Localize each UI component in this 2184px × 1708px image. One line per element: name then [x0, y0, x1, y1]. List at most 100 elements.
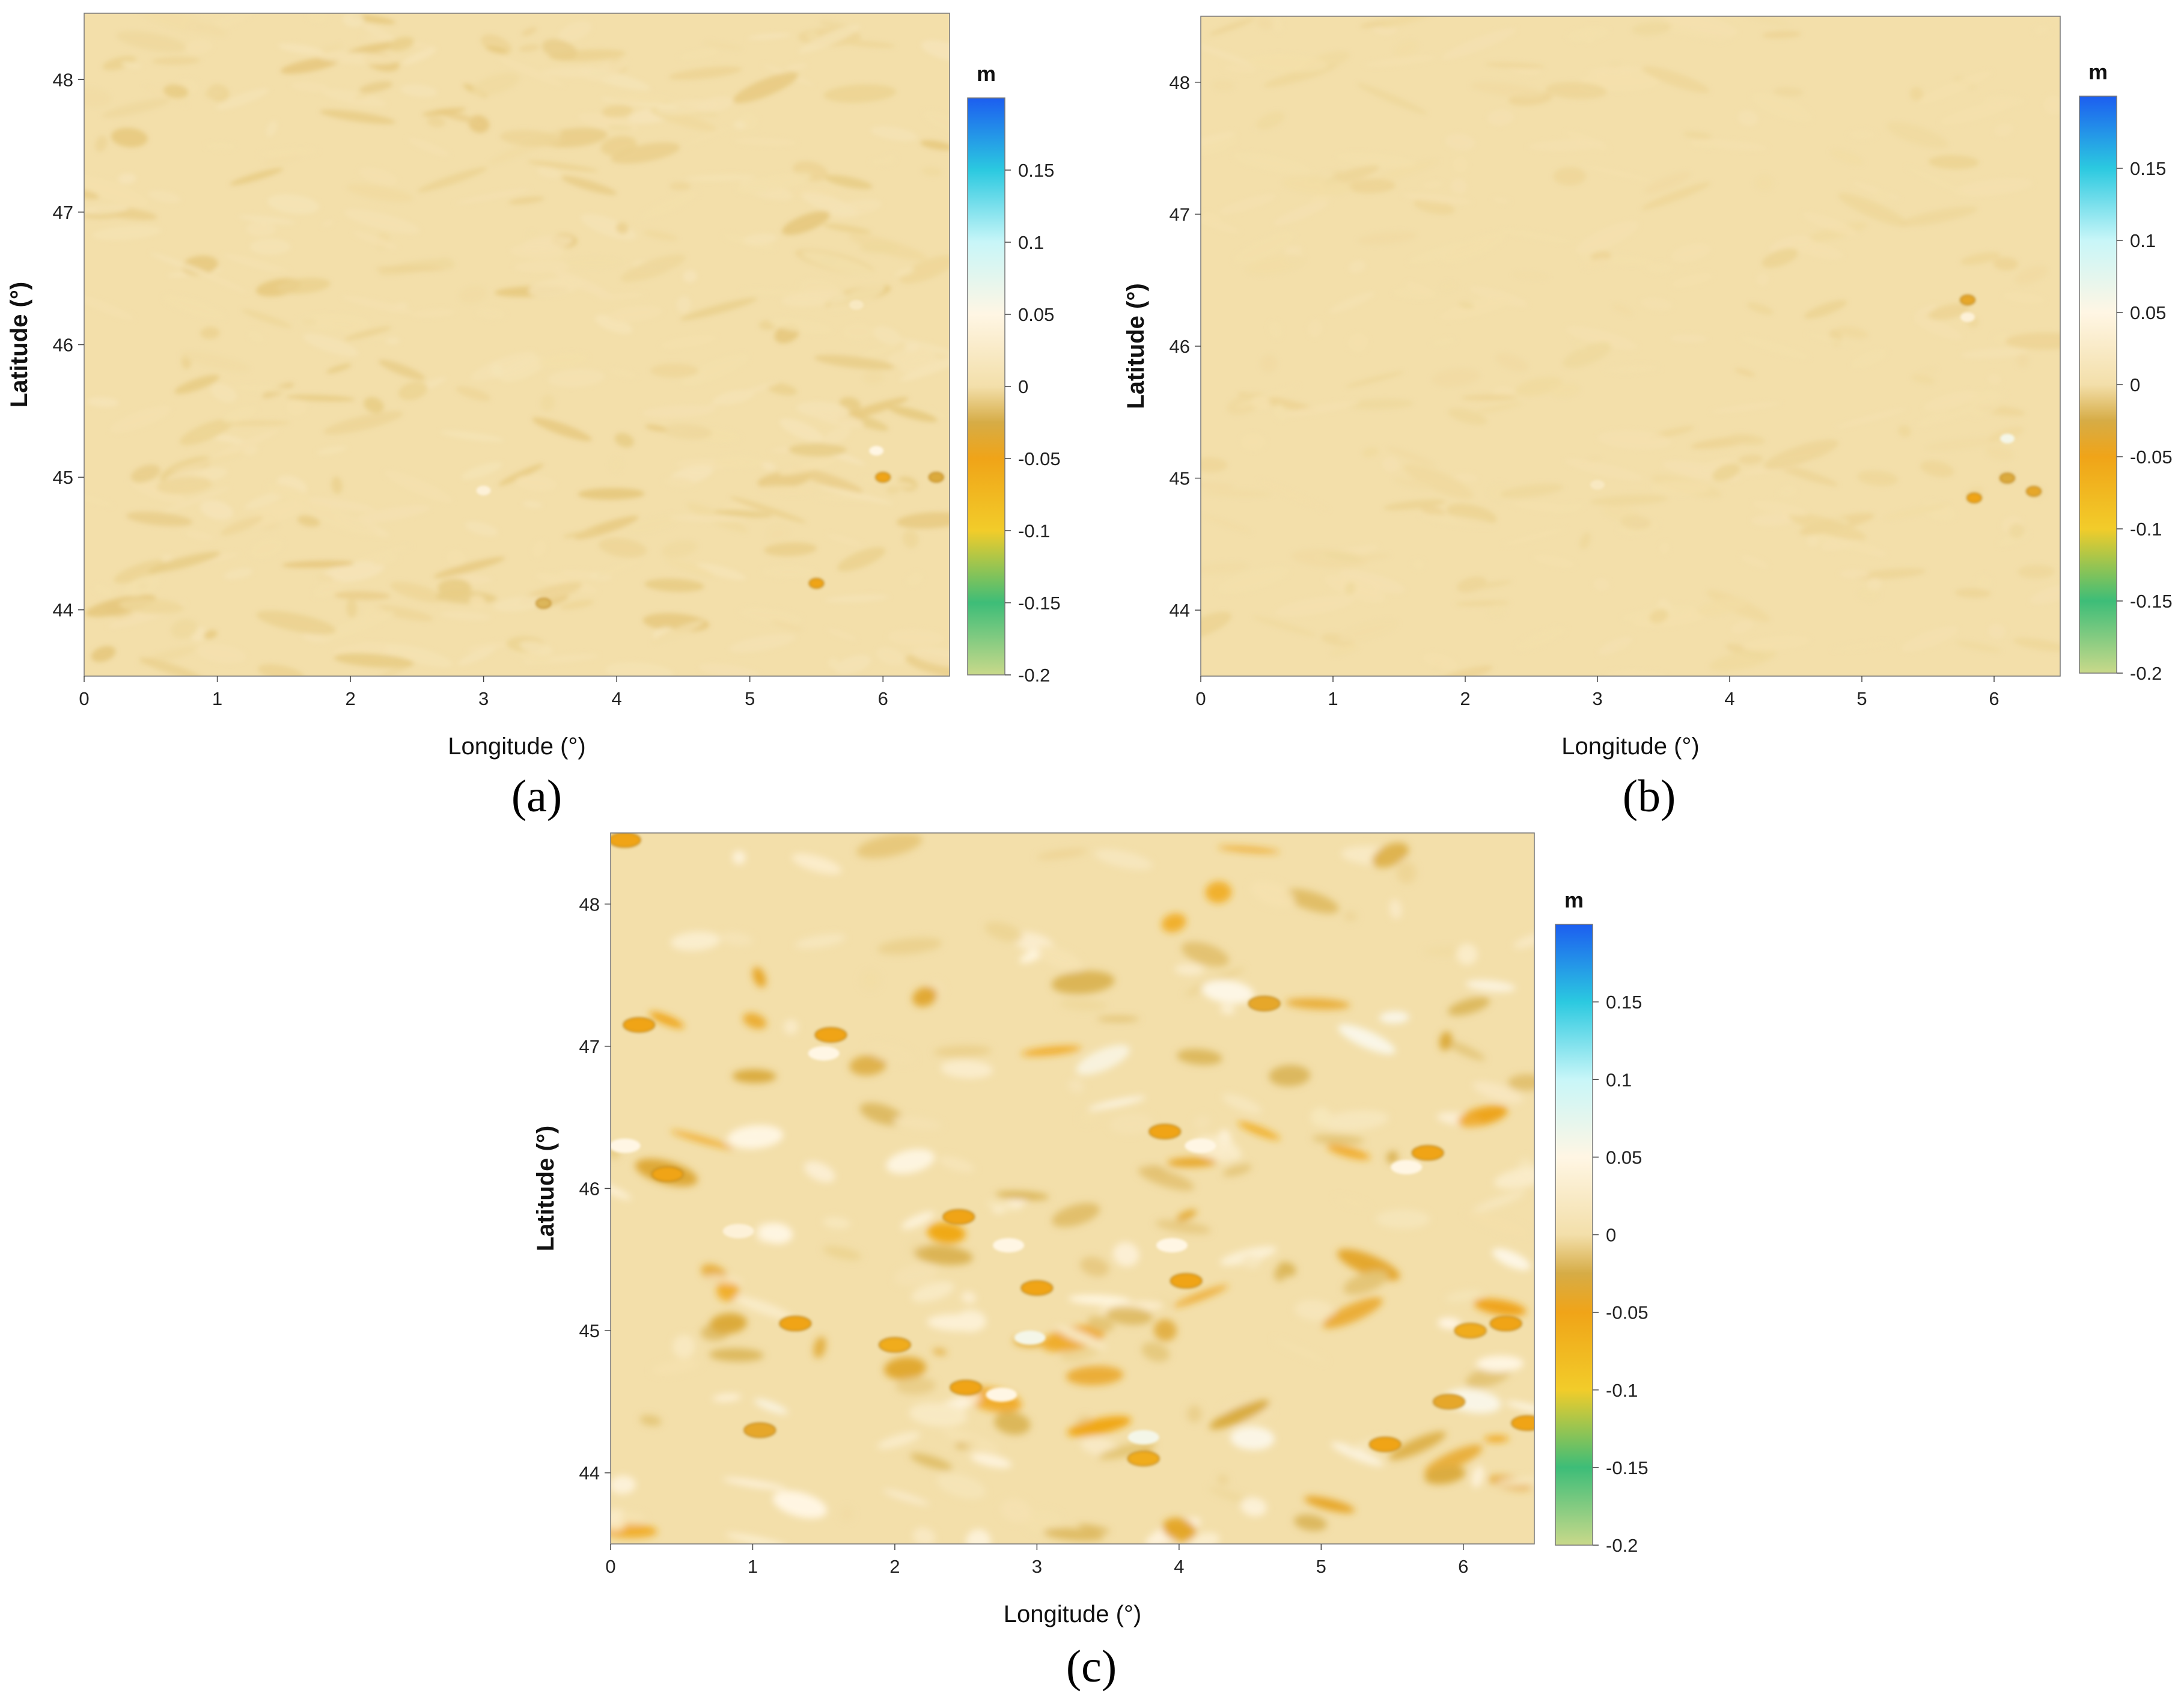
- heatmap-feature: [2000, 433, 2015, 444]
- texture-blob: [390, 582, 445, 603]
- texture-blob: [600, 136, 637, 156]
- texture-blob: [1495, 353, 1528, 372]
- texture-blob: [1188, 1532, 1220, 1544]
- panel-label-a: (a): [511, 771, 563, 822]
- texture-blob: [1832, 642, 1892, 651]
- texture-blob: [1098, 1441, 1156, 1460]
- colorbar-tick-label: -0.2: [1606, 1535, 1638, 1556]
- texture-blob: [884, 1357, 926, 1380]
- texture-blob: [1472, 1191, 1526, 1212]
- texture-blob: [331, 477, 343, 494]
- texture-blob: [994, 1412, 1031, 1435]
- texture-blob: [84, 494, 113, 507]
- texture-blob: [1620, 515, 1652, 530]
- texture-blob: [792, 853, 842, 874]
- texture-blob: [877, 1432, 921, 1449]
- texture-blob: [1201, 42, 1258, 68]
- texture-blob: [1448, 408, 1487, 425]
- texture-blob: [985, 1201, 1022, 1211]
- colorbar-tick-label: -0.2: [2130, 663, 2162, 684]
- texture-blob: [205, 142, 236, 150]
- texture-blob: [1471, 1465, 1484, 1488]
- texture-blob: [1201, 514, 1252, 534]
- texture-blob: [402, 47, 437, 65]
- texture-blob: [1439, 281, 1457, 292]
- texture-blob: [1423, 653, 1458, 670]
- colorbar-tick-label: 0: [1606, 1225, 1616, 1246]
- texture-blob: [313, 580, 344, 598]
- texture-blob: [1382, 457, 1400, 472]
- texture-blob: [206, 429, 279, 463]
- texture-blob: [1928, 303, 1969, 320]
- texture-blob: [1344, 582, 1356, 595]
- texture-blob: [1273, 404, 1287, 421]
- texture-blob: [1670, 334, 1708, 343]
- y-tick-label: 45: [1170, 468, 1190, 489]
- colorbar-tick-label: 0.1: [1018, 232, 1044, 253]
- texture-blob: [1323, 552, 1361, 561]
- texture-blob: [84, 189, 99, 200]
- panel-label-c: (c): [1066, 1641, 1117, 1692]
- texture-blob: [1402, 193, 1472, 204]
- texture-blob: [1914, 304, 1937, 316]
- texture-blob: [814, 355, 895, 370]
- texture-blob: [1499, 483, 1564, 498]
- texture-blob: [761, 565, 817, 579]
- texture-blob: [1987, 373, 2001, 385]
- texture-blob: [823, 427, 851, 445]
- texture-blob: [743, 1013, 767, 1029]
- texture-blob: [823, 223, 871, 234]
- texture-blob: [1335, 153, 1417, 168]
- texture-blob: [532, 417, 592, 441]
- texture-blob: [669, 182, 691, 191]
- texture-blob: [148, 190, 181, 203]
- texture-blob: [233, 385, 297, 392]
- texture-blob: [203, 630, 218, 639]
- texture-blob: [1906, 166, 1970, 197]
- texture-blob: [673, 1335, 695, 1358]
- texture-blob: [528, 231, 538, 238]
- texture-blob: [1364, 55, 1437, 67]
- colorbar: [967, 97, 1005, 676]
- texture-blob: [469, 594, 486, 609]
- texture-blob: [594, 314, 633, 334]
- texture-blob: [942, 1429, 1000, 1451]
- texture-blob: [914, 1245, 973, 1265]
- texture-blob: [860, 345, 897, 357]
- texture-blob: [661, 540, 698, 558]
- texture-blob: [1887, 122, 1948, 148]
- texture-blob: [1492, 197, 1510, 204]
- texture-blob: [1898, 425, 1911, 437]
- texture-blob: [364, 397, 384, 413]
- heatmap-features: [476, 300, 944, 609]
- texture-blob: [923, 110, 950, 137]
- texture-blob: [1019, 950, 1045, 963]
- texture-blob: [1710, 402, 1781, 413]
- texture-blob: [1201, 457, 1228, 472]
- texture-blob: [1644, 172, 1691, 194]
- texture-blob: [1454, 473, 1478, 482]
- texture-blob: [1616, 642, 1627, 650]
- texture-blob: [278, 43, 325, 55]
- texture-blob: [136, 13, 212, 34]
- texture-blob: [1322, 1110, 1389, 1131]
- y-tick-label: 48: [1170, 72, 1190, 93]
- heatmap-texture: [1201, 16, 2060, 676]
- heatmap-feature: [1960, 312, 1975, 322]
- texture-blob: [119, 598, 185, 614]
- texture-blob: [841, 1507, 853, 1521]
- texture-blob: [1553, 503, 1585, 514]
- texture-blob: [607, 368, 638, 379]
- texture-blob: [1857, 470, 1898, 486]
- texture-blob: [1882, 503, 1950, 520]
- texture-blob: [849, 1055, 886, 1076]
- texture-blob: [375, 266, 445, 272]
- texture-blob: [1383, 499, 1446, 510]
- texture-blob: [707, 381, 780, 407]
- texture-blob: [1545, 82, 1607, 99]
- texture-blob: [611, 1508, 628, 1531]
- texture-blob: [400, 84, 438, 97]
- panel-a: 0 1 2 3 4 5 6 44 45 46 47 48 Longitude (°) Latitude (…: [0, 0, 1088, 829]
- x-tick-label: 3: [1592, 688, 1602, 709]
- texture-blob: [910, 1453, 953, 1471]
